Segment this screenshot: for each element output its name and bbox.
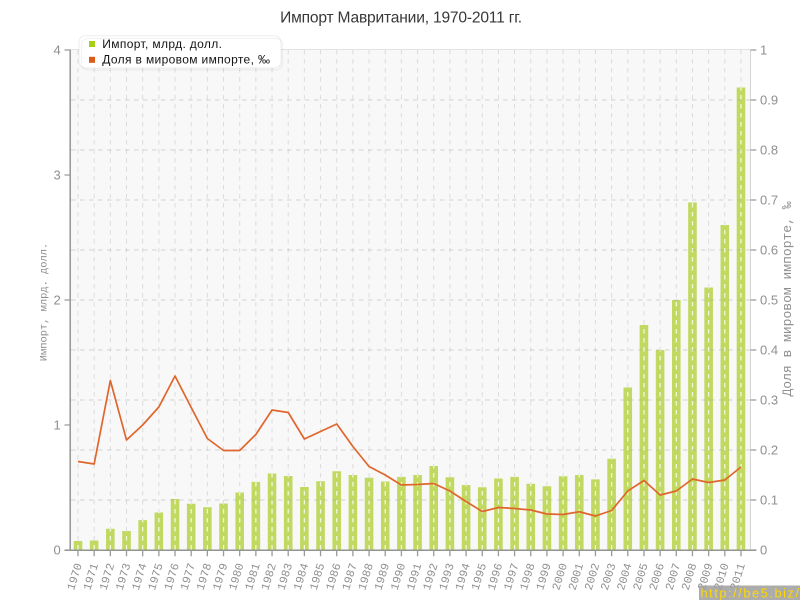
svg-text:1: 1 [760,43,767,58]
svg-text:0.8: 0.8 [760,143,778,158]
svg-text:Доля в мировом импорте, ‰: Доля в мировом импорте, ‰ [780,201,795,396]
svg-text:0.6: 0.6 [760,243,778,258]
svg-text:Импорт Мавритании, 1970-2011 г: Импорт Мавритании, 1970-2011 гг. [280,10,522,27]
svg-text:Импорт, млрд. долл.: Импорт, млрд. долл. [39,243,51,361]
svg-text:3: 3 [53,168,60,183]
svg-text:Импорт, млрд. долл.: Импорт, млрд. долл. [102,37,222,51]
svg-text:2: 2 [53,293,60,308]
svg-text:0: 0 [760,543,767,558]
svg-text:0.4: 0.4 [760,343,778,358]
svg-text:1: 1 [53,418,60,433]
svg-text:Доля в мировом импорте, ‰: Доля в мировом импорте, ‰ [102,53,270,67]
svg-text:0: 0 [53,543,60,558]
svg-text:4: 4 [53,43,60,58]
svg-text:http://be5.biz/: http://be5.biz/ [701,586,800,600]
svg-text:0.1: 0.1 [760,493,778,508]
svg-text:0.7: 0.7 [760,193,778,208]
svg-text:0.3: 0.3 [760,393,778,408]
svg-text:0.5: 0.5 [760,293,778,308]
svg-text:0.9: 0.9 [760,93,778,108]
svg-text:0.2: 0.2 [760,443,778,458]
